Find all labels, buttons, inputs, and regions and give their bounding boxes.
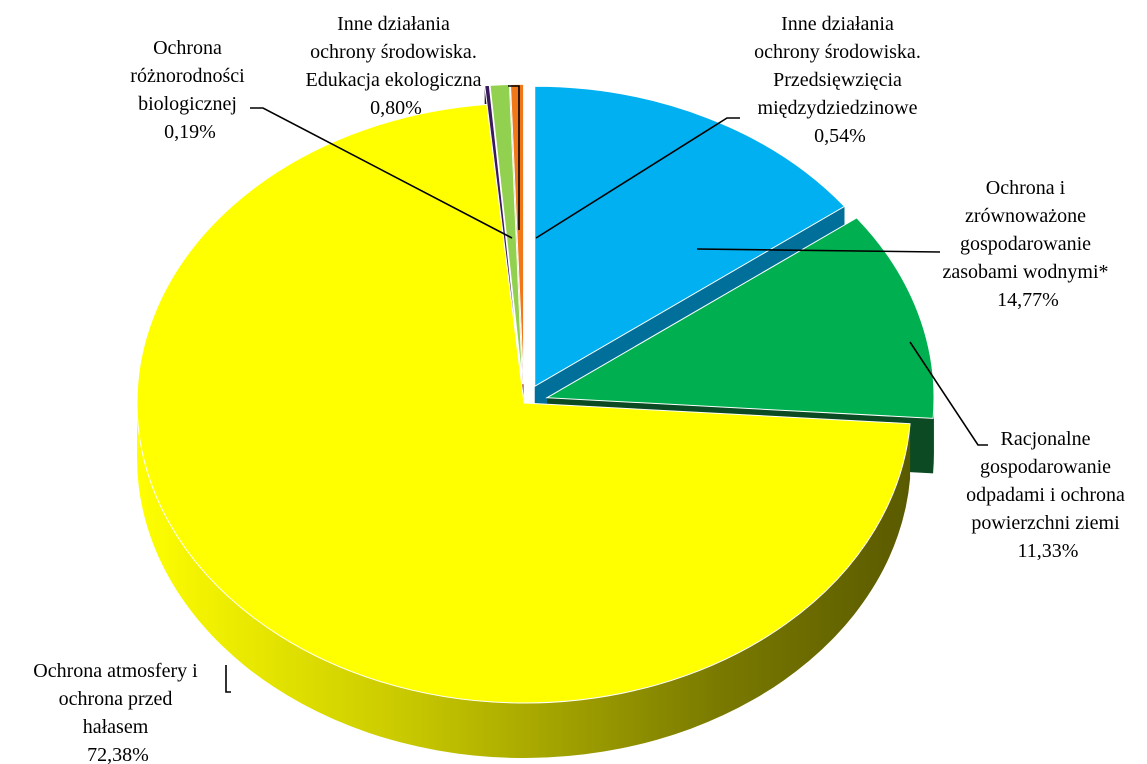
leader-line-cross-sector <box>535 117 740 239</box>
pie-slice-side-atmosphere <box>137 403 911 759</box>
pie-slice-biodiversity <box>484 84 523 385</box>
pie-slice-water <box>534 85 846 388</box>
slice-value: 0,19% <box>164 121 216 143</box>
slice-value: 0,54% <box>814 125 866 147</box>
slice-label-line: gospodarowanie <box>960 233 1091 255</box>
slice-label-education: Inne działania ochrony środowiska. Eduka… <box>305 13 486 119</box>
slice-label-line: zasobami wodnymi* <box>942 261 1108 283</box>
slice-label-line: zrównoważone <box>965 205 1086 227</box>
slice-label-waste: Racjonalne gospodarowanie odpadami i och… <box>966 428 1130 562</box>
slice-label-atmosphere: Ochrona atmosfery i ochrona przed hałase… <box>33 660 202 764</box>
pie-slice-cross-sector <box>509 83 525 385</box>
slice-label-line: ochrony środowiska. <box>754 41 921 63</box>
slice-label-line: ochrona przed <box>59 688 173 710</box>
slice-label-cross-sector: Inne działania ochrony środowiska. Przed… <box>754 13 926 147</box>
leader-line-education <box>508 85 520 230</box>
leader-lines <box>225 85 988 693</box>
slice-value: 14,77% <box>997 289 1059 311</box>
slice-label-line: biologicznej <box>138 93 237 115</box>
slice-label-line: międzydziedzinowe <box>758 97 918 119</box>
pie-tops <box>136 83 935 704</box>
leader-line-atmosphere <box>225 665 231 693</box>
slice-label-line: odpadami i ochrona <box>966 484 1125 506</box>
slice-label-line: gospodarowanie <box>980 456 1111 478</box>
slice-label-line: Ochrona <box>153 37 222 59</box>
slice-label-line: różnorodności <box>130 65 245 87</box>
pie-slice-atmosphere <box>136 103 911 704</box>
leader-line-waste <box>909 341 988 446</box>
slice-label-line: powierzchni ziemi <box>971 512 1120 534</box>
pie-slice-waste <box>545 217 935 419</box>
slice-label-line: Ochrona i <box>986 177 1066 199</box>
slice-label-line: Racjonalne <box>1001 428 1091 450</box>
leader-line-biodiversity <box>250 107 513 239</box>
slice-label-line: ochrony środowiska. <box>310 41 477 63</box>
slice-label-line: Inne działania <box>781 13 894 35</box>
slice-label-water: Ochrona i zrównoważone gospodarowanie za… <box>942 177 1113 311</box>
slice-label-line: Ochrona atmosfery i <box>33 660 198 682</box>
slice-value: 72,38% <box>87 744 149 764</box>
slice-label-line: Przedsięwzięcia <box>773 69 902 91</box>
leader-line-water <box>696 248 941 253</box>
slice-label-line: hałasem <box>83 716 149 738</box>
slice-label-line: Inne działania <box>337 13 450 35</box>
slice-label-biodiversity: Ochrona różnorodności biologicznej 0,19% <box>130 37 249 143</box>
slice-label-line: Edukacja ekologiczna <box>305 69 481 91</box>
slice-value: 0,80% <box>370 97 422 119</box>
slice-value: 11,33% <box>1018 540 1079 562</box>
